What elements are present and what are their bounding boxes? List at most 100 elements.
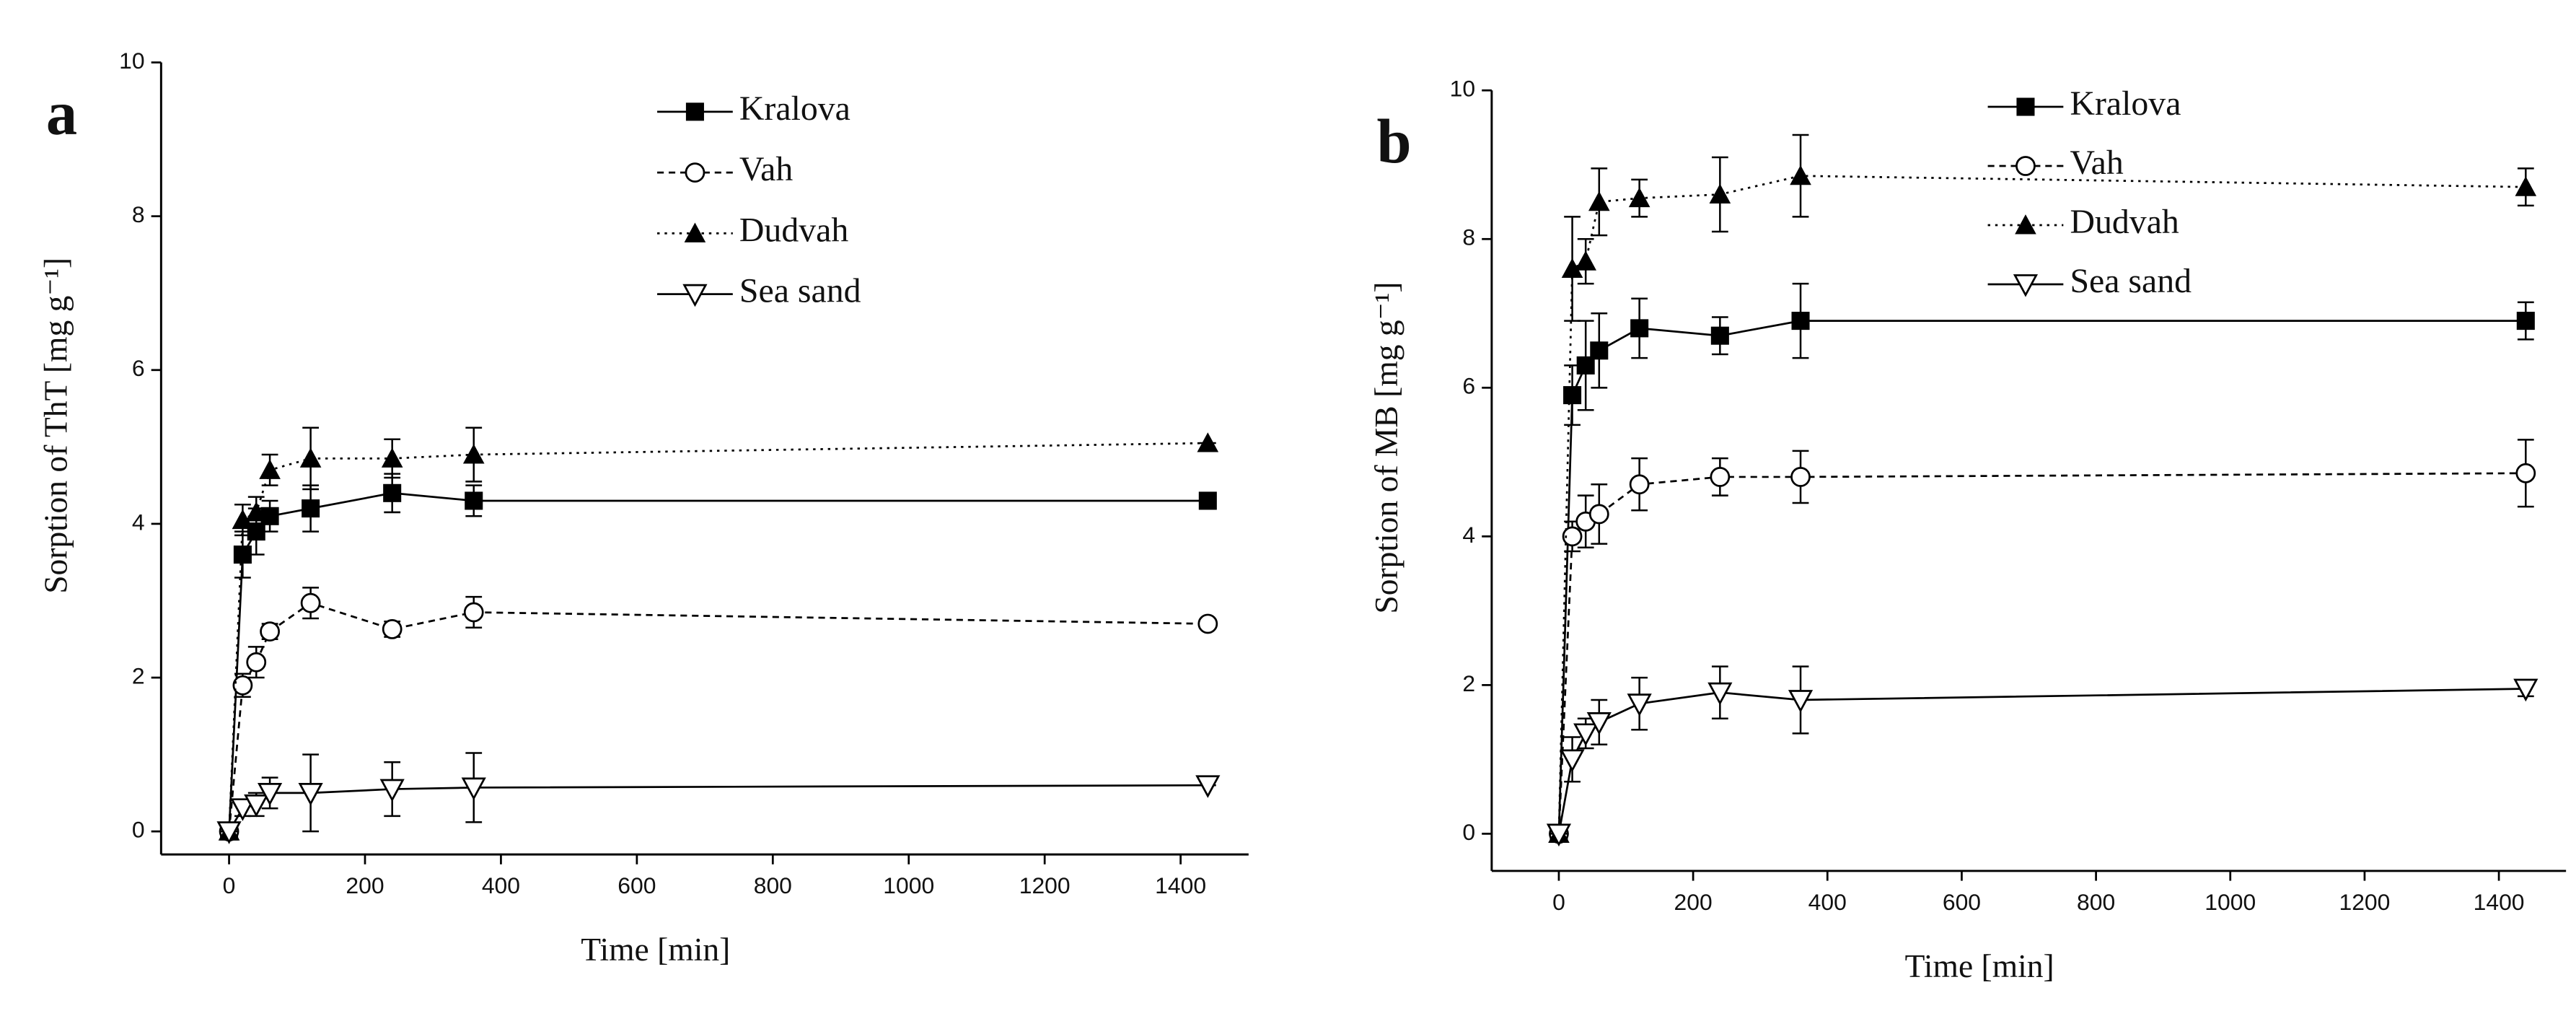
panel-label: a: [46, 79, 77, 148]
marker: [302, 499, 320, 518]
marker: [463, 602, 484, 623]
marker: [1563, 386, 1582, 405]
legend-label: Dudvah: [2070, 203, 2179, 241]
series-line: [1557, 320, 2526, 834]
y-tick-label: 2: [1462, 670, 1475, 696]
marker: [1707, 682, 1733, 706]
series-line: [228, 602, 1208, 832]
marker: [232, 675, 253, 696]
marker: [1195, 775, 1221, 798]
legend-marker: [684, 222, 706, 242]
marker: [1590, 341, 1609, 360]
legend-marker: [685, 102, 704, 121]
marker: [1586, 711, 1612, 735]
marker: [1709, 183, 1731, 203]
y-axis-label: Sorption of ThT [mg g⁻¹]: [38, 258, 74, 594]
y-tick-label: 0: [132, 817, 145, 843]
marker: [1560, 749, 1585, 773]
marker: [257, 783, 283, 806]
series-line: [1557, 688, 2526, 834]
marker: [381, 447, 403, 468]
marker: [1628, 187, 1650, 208]
marker: [1588, 504, 1609, 525]
marker: [1630, 319, 1649, 338]
marker: [230, 798, 255, 821]
marker: [245, 502, 268, 522]
y-axis-label: Sorption of MB [mg g⁻¹]: [1368, 281, 1405, 613]
marker: [462, 444, 485, 464]
marker: [1562, 526, 1583, 547]
series-line: [228, 784, 1208, 832]
marker: [1627, 693, 1652, 717]
marker: [1575, 250, 1596, 271]
marker: [1710, 467, 1731, 487]
legend-label: Dudvah: [739, 211, 848, 249]
x-tick-label: 600: [1943, 889, 1981, 915]
marker: [1790, 467, 1811, 487]
y-tick-label: 2: [132, 662, 145, 688]
y-tick-label: 8: [132, 201, 145, 227]
x-tick-label: 0: [223, 872, 236, 898]
marker: [383, 483, 402, 502]
marker: [1546, 823, 1572, 847]
y-tick-label: 4: [1462, 522, 1475, 548]
marker: [233, 546, 252, 564]
marker: [2513, 678, 2538, 702]
panel-label: b: [1376, 107, 1411, 176]
x-tick-label: 1200: [1019, 872, 1071, 898]
legend-marker: [2015, 156, 2036, 176]
panel: 0 2 4 6 8 10 0 200 400 600 800 1000 1200 1400 Time [mi…: [1368, 76, 2567, 984]
marker: [300, 592, 321, 613]
marker: [260, 621, 280, 642]
x-tick-label: 200: [346, 872, 384, 898]
marker: [216, 821, 242, 844]
legend-marker: [2015, 214, 2036, 235]
marker: [232, 509, 254, 530]
y-tick-label: 6: [132, 355, 145, 381]
marker: [382, 619, 403, 639]
marker: [1197, 613, 1218, 634]
marker: [1710, 326, 1729, 345]
legend-marker: [2016, 97, 2035, 116]
legend-label: Sea sand: [739, 272, 861, 310]
legend-label: Kralova: [2070, 84, 2181, 123]
marker: [244, 794, 269, 818]
panel: 0 2 4 6 8 10 0 200 400 600 800 1000 1200 1400 Time [mi…: [38, 48, 1249, 968]
x-tick-label: 200: [1674, 889, 1713, 915]
series-line: [228, 442, 1208, 832]
series-line: [228, 491, 1208, 832]
x-tick-label: 1400: [1155, 872, 1206, 898]
marker: [2516, 312, 2535, 330]
marker: [461, 777, 486, 801]
series-line: [1557, 175, 2526, 834]
marker: [1791, 312, 1810, 330]
marker: [2515, 176, 2537, 196]
marker: [246, 652, 267, 673]
x-tick-label: 1200: [2339, 889, 2390, 915]
y-tick-label: 8: [1462, 224, 1475, 250]
legend-label: Sea sand: [2070, 262, 2192, 300]
legend-label: Vah: [2070, 144, 2123, 182]
legend-marker: [682, 284, 708, 307]
marker: [1573, 723, 1599, 747]
legend-marker: [685, 162, 705, 183]
marker: [379, 779, 405, 802]
marker: [299, 447, 322, 468]
y-tick-label: 6: [1462, 373, 1475, 399]
x-tick-label: 1000: [2204, 889, 2256, 915]
x-tick-label: 800: [754, 872, 792, 898]
x-tick-label: 0: [1552, 889, 1565, 915]
marker: [298, 783, 323, 806]
x-tick-label: 1400: [2474, 889, 2525, 915]
marker: [1197, 432, 1219, 452]
x-tick-label: 1000: [883, 872, 934, 898]
x-tick-label: 400: [1808, 889, 1847, 915]
y-tick-label: 10: [119, 48, 144, 74]
x-axis-label: Time [min]: [1905, 947, 2054, 984]
marker: [465, 491, 483, 510]
marker: [1790, 165, 1811, 185]
marker: [1561, 258, 1583, 279]
x-tick-label: 800: [2077, 889, 2115, 915]
marker: [2515, 463, 2536, 483]
x-tick-label: 600: [617, 872, 656, 898]
